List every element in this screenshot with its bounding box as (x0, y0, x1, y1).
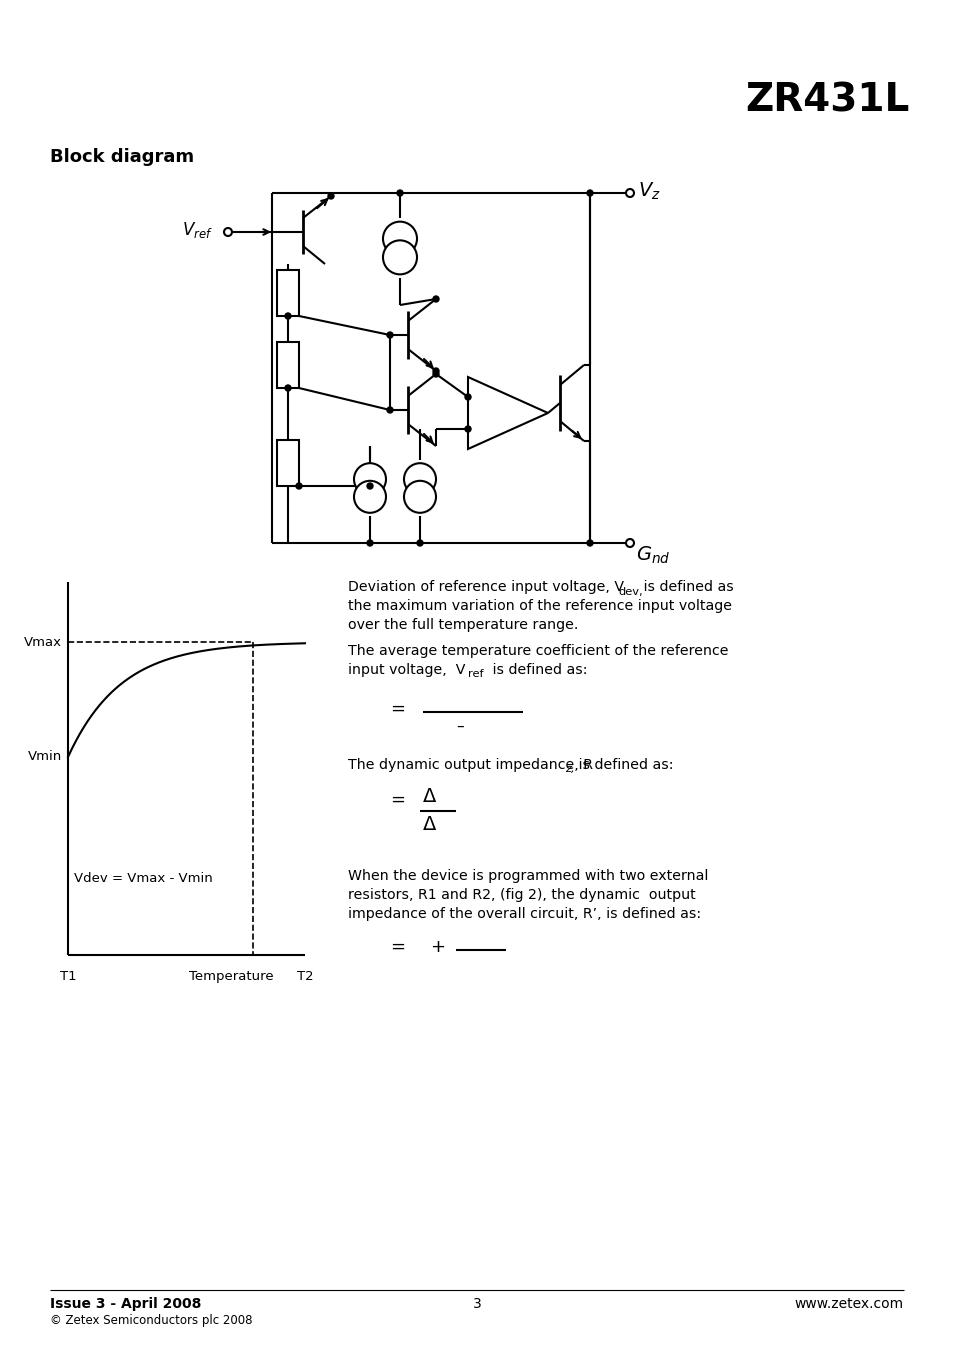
Text: Temperature: Temperature (189, 971, 273, 983)
Text: © Zetex Semiconductors plc 2008: © Zetex Semiconductors plc 2008 (50, 1314, 253, 1327)
Circle shape (387, 406, 393, 413)
Text: Vdev = Vmax - Vmin: Vdev = Vmax - Vmin (73, 872, 213, 886)
Circle shape (625, 189, 634, 197)
Bar (276, 270, 298, 316)
Circle shape (382, 240, 416, 274)
Text: www.zetex.com: www.zetex.com (794, 1297, 903, 1311)
Text: Δ: Δ (422, 787, 436, 806)
Circle shape (586, 540, 593, 545)
Circle shape (433, 296, 438, 302)
Text: is defined as: is defined as (639, 580, 733, 594)
Circle shape (464, 427, 471, 432)
Text: impedance of the overall circuit, R’, is defined as:: impedance of the overall circuit, R’, is… (348, 907, 700, 921)
Circle shape (403, 463, 436, 495)
Text: z,: z, (564, 764, 574, 774)
Circle shape (367, 540, 373, 545)
Text: The average temperature coefficient of the reference: The average temperature coefficient of t… (348, 644, 728, 657)
Text: over the full temperature range.: over the full temperature range. (348, 618, 578, 632)
Text: The dynamic output impedance, R: The dynamic output impedance, R (348, 757, 593, 772)
Circle shape (403, 481, 436, 513)
Text: +: + (430, 938, 444, 956)
Circle shape (433, 371, 438, 377)
Circle shape (285, 313, 291, 319)
Text: $G_{nd}$: $G_{nd}$ (636, 545, 670, 566)
Bar (276, 342, 298, 387)
Text: =: = (390, 701, 405, 718)
Text: dev,: dev, (618, 587, 642, 597)
Circle shape (382, 221, 416, 255)
Text: Block diagram: Block diagram (50, 148, 193, 166)
Circle shape (224, 228, 232, 236)
Circle shape (367, 483, 373, 489)
Circle shape (387, 332, 393, 338)
Circle shape (625, 539, 634, 547)
Text: Vmin: Vmin (28, 751, 62, 764)
Text: T2: T2 (296, 971, 313, 983)
Circle shape (354, 463, 386, 495)
Circle shape (285, 385, 291, 391)
Text: Issue 3 - April 2008: Issue 3 - April 2008 (50, 1297, 201, 1311)
Text: is defined as:: is defined as: (488, 663, 587, 676)
Text: $V_{ref}$: $V_{ref}$ (182, 220, 213, 240)
Text: Deviation of reference input voltage, V: Deviation of reference input voltage, V (348, 580, 623, 594)
Circle shape (464, 394, 471, 400)
Text: =: = (390, 938, 405, 956)
Circle shape (328, 193, 334, 198)
Text: input voltage,  V: input voltage, V (348, 663, 465, 676)
Circle shape (433, 369, 438, 374)
Text: Vmax: Vmax (24, 636, 62, 648)
Bar (276, 440, 298, 486)
Text: When the device is programmed with two external: When the device is programmed with two e… (348, 869, 708, 883)
Text: –: – (456, 720, 463, 734)
Text: resistors, R1 and R2, (fig 2), the dynamic  output: resistors, R1 and R2, (fig 2), the dynam… (348, 888, 695, 902)
Text: Δ: Δ (422, 815, 436, 834)
Circle shape (586, 190, 593, 196)
Text: =: = (390, 791, 405, 809)
Text: $V_z$: $V_z$ (638, 181, 660, 201)
Circle shape (396, 190, 402, 196)
Text: is defined as:: is defined as: (574, 757, 673, 772)
Text: 3: 3 (472, 1297, 481, 1311)
Text: T1: T1 (60, 971, 76, 983)
Text: ref: ref (468, 670, 483, 679)
Circle shape (416, 540, 422, 545)
Circle shape (354, 481, 386, 513)
Text: ZR431L: ZR431L (745, 82, 909, 120)
Text: the maximum variation of the reference input voltage: the maximum variation of the reference i… (348, 599, 731, 613)
Circle shape (295, 483, 302, 489)
